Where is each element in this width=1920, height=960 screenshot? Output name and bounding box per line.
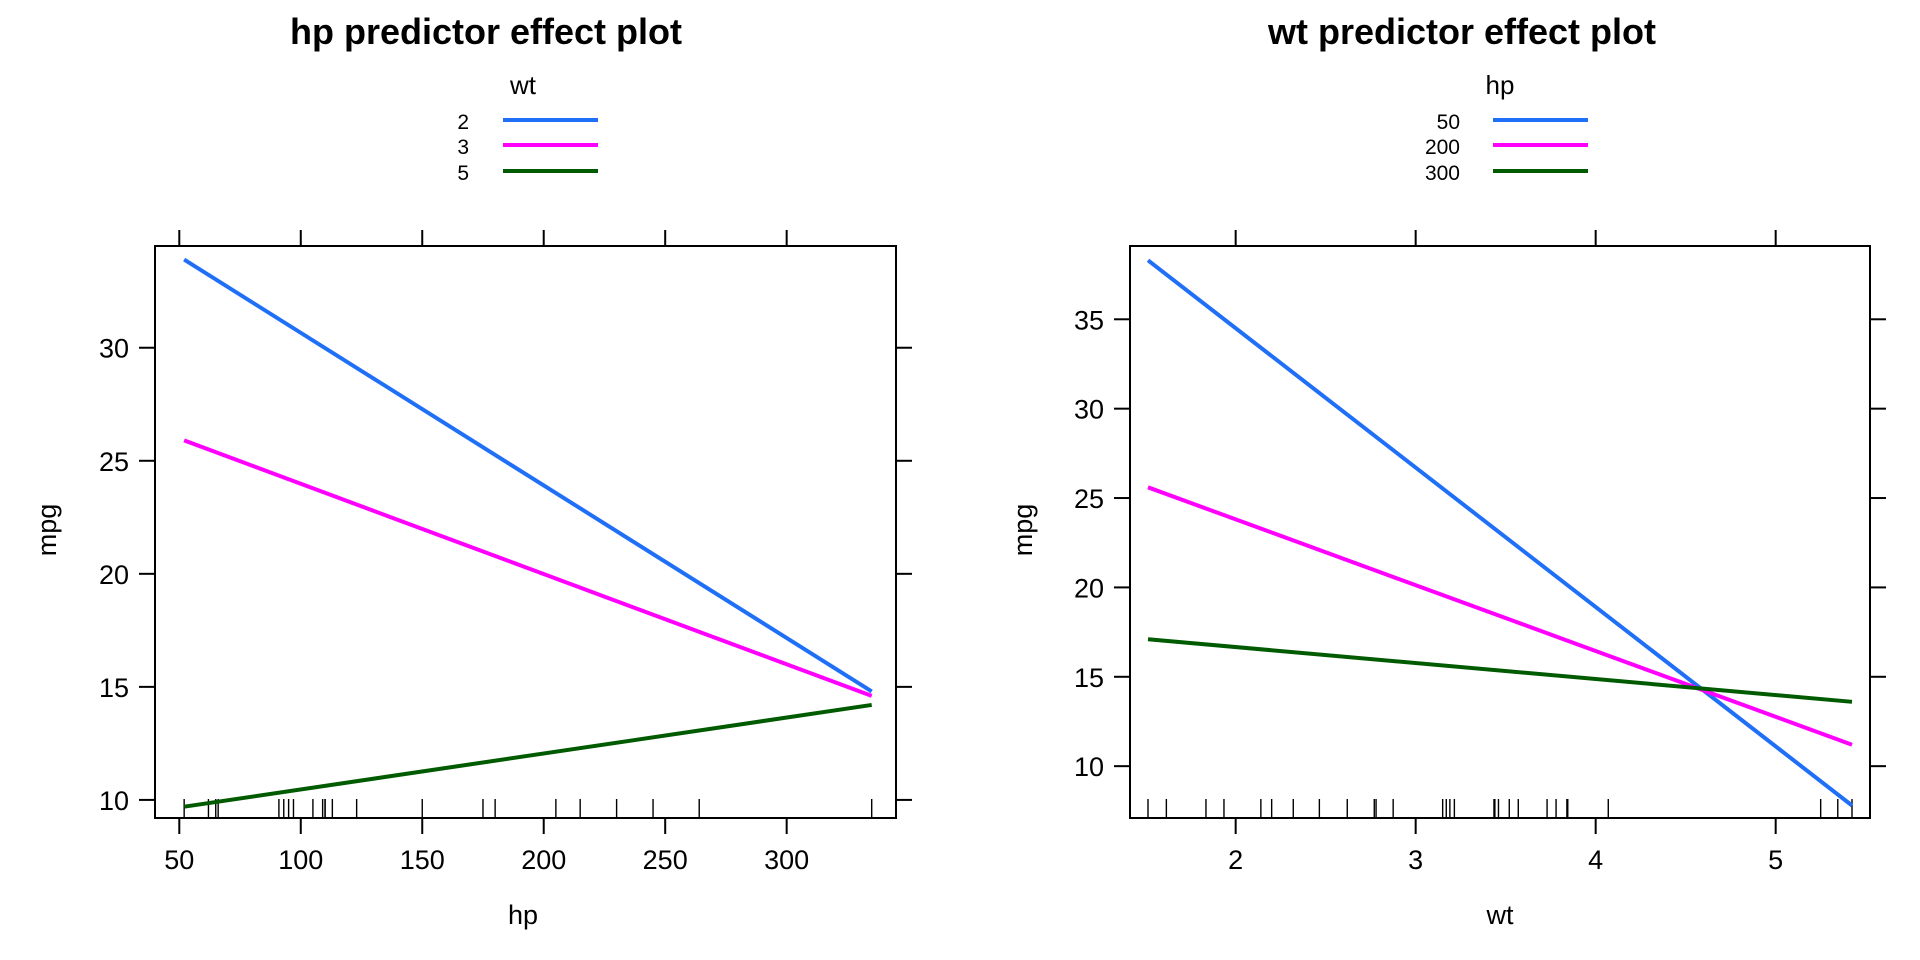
x-tick-label: 2 (1228, 845, 1243, 875)
series-line-300 (1147, 637, 1853, 704)
y-tick-label: 20 (1074, 573, 1104, 603)
x-axis-label: hp (508, 900, 538, 930)
x-axis-label: wt (1486, 900, 1514, 930)
legend-label: 5 (457, 162, 469, 185)
x-tick-label: 250 (643, 845, 688, 875)
x-tick-label: 200 (521, 845, 566, 875)
x-tick-label: 4 (1588, 845, 1603, 875)
legend-title: hp (1486, 70, 1515, 100)
rug (183, 799, 873, 818)
series-line-2 (183, 257, 873, 694)
plot-area: 2 3 4 5 10 15 20 25 30 35 (1074, 230, 1886, 875)
x-tick-label: 3 (1408, 845, 1423, 875)
plot-frame (154, 245, 897, 819)
y-axis-label: mpg (32, 504, 62, 557)
rug (1147, 799, 1853, 818)
y-tick-label: 30 (1074, 395, 1104, 425)
legend-label: 3 (457, 136, 469, 159)
plot-area: 50 100 150 200 250 300 10 15 20 25 30 (99, 230, 912, 875)
x-tick-label: 300 (764, 845, 809, 875)
x-tick-label: 100 (278, 845, 323, 875)
series-line-50 (1146, 258, 1854, 808)
x-tick-label: 5 (1768, 845, 1783, 875)
y-tick-label: 30 (99, 334, 129, 364)
y-tick-label: 10 (99, 786, 129, 816)
plot-frame (1129, 245, 1871, 819)
y-tick-label: 25 (1074, 484, 1104, 514)
legend-label: 300 (1425, 162, 1460, 185)
y-tick-label: 25 (99, 447, 129, 477)
legend-label: 50 (1437, 111, 1460, 134)
y-tick-label: 15 (99, 673, 129, 703)
legend-title: wt (509, 70, 537, 100)
x-tick-label: 50 (164, 845, 194, 875)
y-axis-label: mpg (1008, 504, 1038, 557)
legend-label: 2 (457, 111, 469, 134)
y-tick-label: 20 (99, 560, 129, 590)
series-line-5 (183, 702, 872, 809)
x-tick-label: 150 (400, 845, 445, 875)
y-tick-label: 10 (1074, 752, 1104, 782)
y-tick-label: 35 (1074, 305, 1104, 335)
legend: 23 5 (457, 111, 598, 185)
y-tick-label: 15 (1074, 663, 1104, 693)
legend-label: 200 (1425, 136, 1460, 159)
chart-title: wt predictor effect plot (1267, 11, 1656, 52)
chart-title: hp predictor effect plot (290, 11, 682, 52)
series-line-200 (1147, 485, 1853, 747)
series-line-3 (183, 438, 873, 698)
hp-effect-plot-panel: hp predictor effect plot wt 23 5 50 100 150… (32, 11, 912, 930)
